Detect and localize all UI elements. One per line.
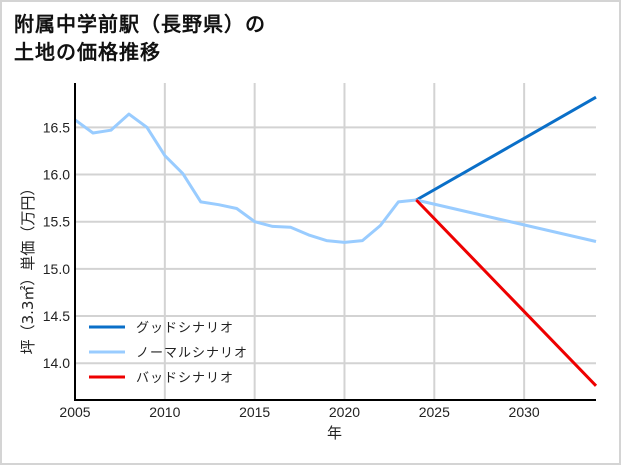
- legend-item: バッドシナリオ: [89, 371, 234, 386]
- y-tick-label: 16.0: [43, 167, 70, 183]
- x-tick-label: 2030: [509, 404, 540, 420]
- y-tick-label: 14.5: [43, 308, 70, 324]
- legend-item: グッドシナリオ: [89, 321, 234, 336]
- legend-item: ノーマルシナリオ: [89, 346, 248, 361]
- axes: [74, 83, 596, 401]
- x-tick-label: 2025: [419, 404, 450, 420]
- data-series: [74, 95, 598, 387]
- legend-label: バッドシナリオ: [136, 371, 234, 386]
- series-line-0: [74, 112, 417, 244]
- series-line-2: [415, 198, 597, 243]
- y-tick-label: 16.5: [43, 119, 70, 135]
- y-tick-label: 15.0: [43, 261, 70, 277]
- legend-label: ノーマルシナリオ: [136, 346, 248, 361]
- chart-title-line-2: 土地の価格推移: [14, 40, 161, 64]
- chart-title-line-1: 附属中学前駅（長野県）の: [14, 12, 266, 36]
- x-axis-label: 年: [327, 424, 342, 442]
- x-tick-label: 2020: [329, 404, 360, 420]
- x-tick-label: 2010: [149, 404, 180, 420]
- x-tick-label: 2015: [239, 404, 270, 420]
- x-tick-label: 2005: [59, 404, 90, 420]
- y-axis-label: 坪（3.3㎡）単価（万円）: [19, 181, 37, 355]
- y-axis-tick-labels: 14.0 14.5 15.0 15.5 16.0 16.5: [43, 119, 70, 371]
- series-line-1: [415, 95, 597, 202]
- x-axis-tick-labels: 2005 2010 2015 2020 2025 2030: [59, 404, 539, 420]
- series-line-3: [415, 198, 598, 387]
- y-tick-label: 14.0: [43, 355, 70, 371]
- y-tick-label: 15.5: [43, 214, 70, 230]
- legend-label: グッドシナリオ: [136, 321, 234, 336]
- chart-title: 附属中学前駅（長野県）の 土地の価格推移: [14, 10, 266, 66]
